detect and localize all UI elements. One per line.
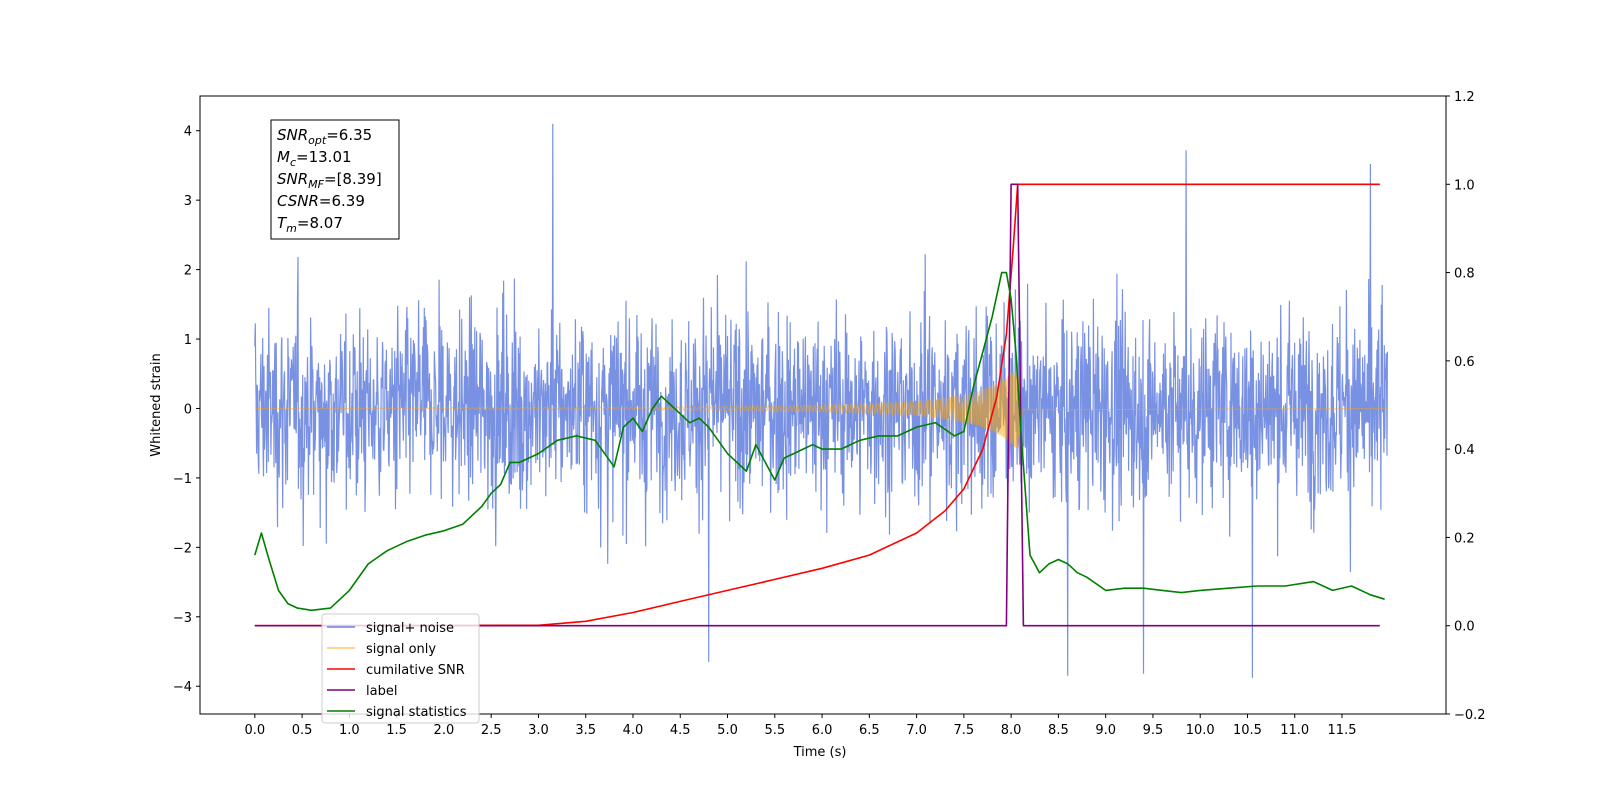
x-tick-label: 9.5 [1143,723,1164,738]
x-tick-label: 3.0 [528,723,549,738]
x-tick-label: 8.0 [1001,723,1022,738]
annotation-line: Tm=8.07 [277,214,343,235]
x-tick-label: 3.5 [575,723,596,738]
legend-label: signal only [366,642,436,657]
x-tick-label: 11.0 [1280,723,1309,738]
plot-area [254,123,1388,678]
x-tick-label: 2.0 [434,723,455,738]
series-signal-noise [254,123,1388,678]
plot-frame [199,95,1447,715]
y-right-tick-label: 0.6 [1454,355,1475,370]
y-right-tick-label: 0.8 [1454,267,1475,282]
x-tick-label: 9.0 [1095,723,1116,738]
x-tick-label: 6.5 [859,723,880,738]
y-right-tick-label: −0.2 [1454,708,1486,723]
y-left-tick-label: −1 [173,472,192,487]
x-tick-label: 8.5 [1048,723,1069,738]
y-right-tick-label: 0.0 [1454,620,1475,635]
y-left-tick-label: 0 [184,402,192,417]
x-tick-label: 5.5 [764,723,785,738]
y-left-tick-label: −4 [173,680,192,695]
x-axis-label: Time (s) [793,745,847,760]
annotation-line: CSNR=6.39 [277,192,365,210]
legend-label: cumilative SNR [366,663,465,678]
legend-label: signal statistics [366,705,467,720]
annotation-line: Mc=13.01 [277,148,352,169]
x-tick-label: 5.0 [717,723,738,738]
x-tick-label: 1.5 [386,723,407,738]
y-right-tick-label: 1.2 [1454,90,1475,105]
y-right-tick-label: 0.4 [1454,443,1475,458]
series-signal-only [254,367,1388,449]
x-tick-label: 1.0 [339,723,360,738]
y-right-tick-label: 0.2 [1454,531,1475,546]
legend: signal+ noise signal only cumilative SNR la… [321,613,480,724]
x-tick-label: 10.0 [1186,723,1215,738]
y-axis-right: 1.2 1.0 0.8 0.6 0.4 0.2 0.0 −0.2 [1446,90,1486,723]
series-signal-statistics [254,271,1385,612]
annotation-box: SNRopt=6.35Mc=13.01SNRMF=[8.39]CSNR=6.39… [270,119,400,240]
y-left-tick-label: 4 [184,125,192,140]
y-left-tick-label: −2 [173,541,192,556]
x-tick-label: 2.5 [481,723,502,738]
y-left-tick-label: −3 [173,611,192,626]
x-tick-label: 0.5 [292,723,313,738]
legend-label: label [366,684,397,699]
annotation-frame [270,119,400,240]
y-left-tick-label: 3 [184,194,192,209]
y-left-tick-label: 2 [184,264,192,279]
x-tick-label: 7.0 [906,723,927,738]
x-tick-label: 4.5 [670,723,691,738]
y-right-tick-label: 1.0 [1454,178,1475,193]
y-axis-left: 4 3 2 1 0 −1 −2 −3 −4 [173,125,200,695]
x-tick-label: 4.0 [623,723,644,738]
annotation-line: SNRMF=[8.39] [277,170,382,191]
series-cumulative-snr [254,183,1380,627]
x-tick-label: 11.5 [1328,723,1357,738]
x-tick-label: 0.0 [244,723,265,738]
y-axis-label: Whitened strain [149,353,164,456]
x-tick-label: 10.5 [1233,723,1262,738]
x-axis: 0.0 0.5 1.0 1.5 2.0 2.5 3.0 3.5 4.0 4.5 5.0 5.5 6.0 6… [244,714,1356,738]
y-left-tick-label: 1 [184,333,192,348]
x-tick-label: 7.5 [954,723,975,738]
legend-frame [321,613,480,724]
x-tick-label: 6.0 [812,723,833,738]
annotation-line: SNRopt=6.35 [277,126,372,147]
legend-label: signal+ noise [366,621,454,636]
series-label [254,183,1380,627]
